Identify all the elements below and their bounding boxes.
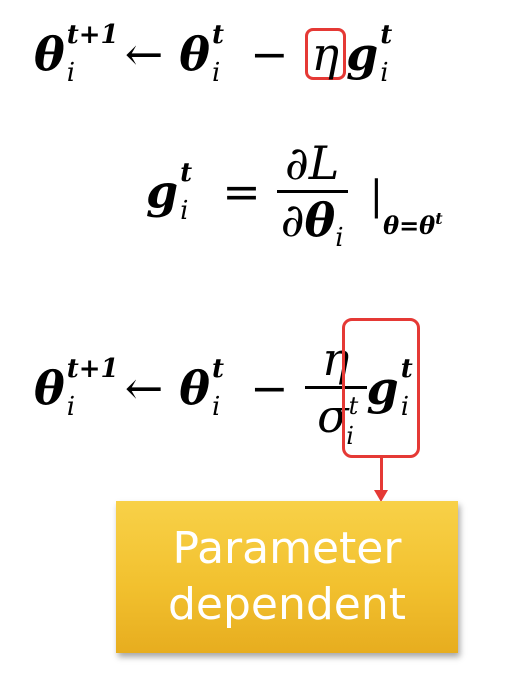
arrow-down-icon <box>374 490 388 502</box>
partial-symbol: ∂ <box>280 193 305 247</box>
superscript: t <box>400 354 413 384</box>
superscript: t <box>180 157 193 188</box>
fraction-numerator: ∂L <box>284 136 340 190</box>
arrow-symbol: ← <box>124 27 164 81</box>
evaluation-bar: | <box>369 172 384 219</box>
theta-symbol: θ <box>179 361 210 415</box>
eta-highlight-box: η <box>304 28 347 80</box>
theta-scripts: t+1 i <box>66 356 119 422</box>
subscript: i <box>400 392 410 422</box>
evaluation-subscript: θ=θt <box>383 208 443 240</box>
superscript: t <box>380 20 393 50</box>
minus-symbol: − <box>249 27 289 81</box>
equals-symbol: = <box>222 164 261 219</box>
subscript: i <box>380 58 389 88</box>
arrow-symbol: ← <box>124 361 164 415</box>
callout-text: Parameter dependent <box>167 523 407 630</box>
fraction-denominator: ∂θi <box>277 197 348 251</box>
fraction-bar <box>304 386 367 389</box>
theta-symbol: θ <box>304 193 336 247</box>
g-symbol: g <box>366 361 399 415</box>
evaluation-superscript: t <box>435 208 443 228</box>
subscript: i <box>335 223 344 253</box>
g-symbol: g <box>346 27 379 81</box>
subscript: i <box>211 392 221 422</box>
superscript: t <box>211 20 224 50</box>
subscript: i <box>211 58 221 88</box>
theta-symbol: θ <box>34 27 65 81</box>
superscript: t <box>211 354 224 384</box>
fraction-highlight-box <box>342 318 420 458</box>
evaluation-condition: θ=θ <box>383 210 436 240</box>
minus-symbol: − <box>249 361 289 415</box>
theta-scripts: t+1 i <box>66 22 119 88</box>
subscript: i <box>66 58 76 88</box>
theta-symbol: θ <box>179 27 210 81</box>
fraction-bar <box>276 190 348 193</box>
superscript: t <box>348 392 359 420</box>
subscript: i <box>180 195 189 226</box>
theta-symbol: θ <box>34 361 65 415</box>
callout-arrow-line <box>380 458 383 492</box>
subscript: i <box>66 392 76 422</box>
g-symbol: g <box>146 164 179 219</box>
parameter-dependent-callout: Parameter dependent <box>116 501 458 653</box>
partial-derivative-fraction: ∂L ∂θi <box>276 136 348 251</box>
superscript: t+1 <box>66 20 119 50</box>
superscript: t+1 <box>66 354 119 384</box>
subscript: i <box>346 422 354 450</box>
